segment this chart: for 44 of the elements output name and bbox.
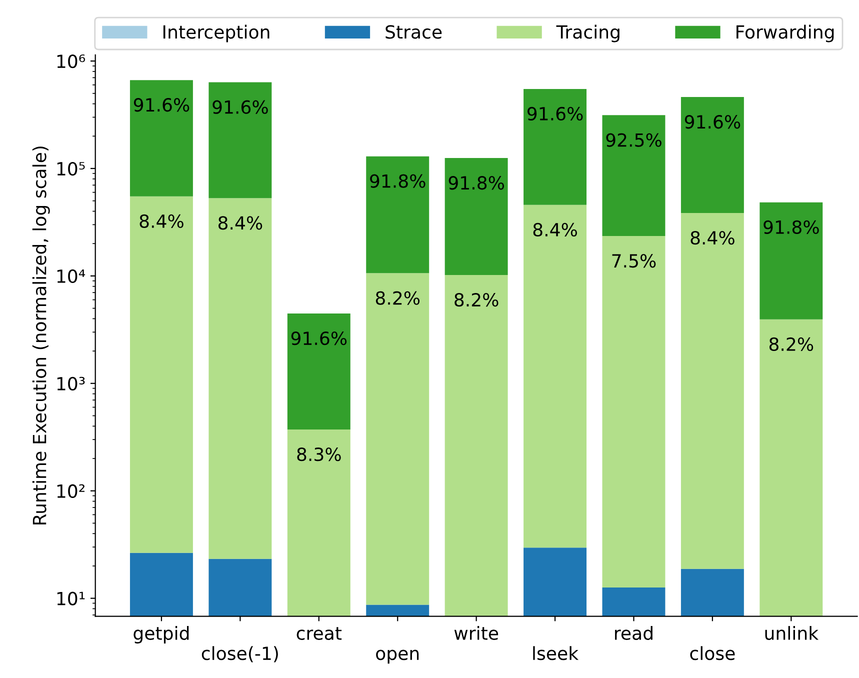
- annotation: 91.6%: [291, 331, 347, 346]
- annotation: 91.6%: [212, 100, 268, 114]
- bar: [602, 115, 666, 236]
- y-tick-label: 10⁵: [57, 162, 85, 176]
- annotation: 92.5%: [606, 133, 662, 147]
- annotation: 8.4%: [218, 216, 262, 230]
- legend-label: Interception: [163, 24, 270, 42]
- legend-label: Strace: [386, 25, 442, 39]
- x-tick-label: lseek: [533, 646, 579, 660]
- annotation: 91.8%: [764, 220, 819, 234]
- annotation: 8.3%: [297, 448, 341, 462]
- legend-label: Forwarding: [736, 24, 834, 42]
- x-tick-label: close(-1): [202, 646, 278, 662]
- bar: [680, 97, 744, 214]
- annotation: 8.4%: [140, 214, 184, 228]
- annotation: 8.2%: [376, 291, 420, 305]
- y-tick-label: 10⁶: [57, 54, 86, 68]
- y-tick-label: 10⁴: [57, 269, 86, 284]
- annotation: 8.4%: [690, 231, 734, 245]
- y-tick-label: 10¹: [57, 592, 85, 606]
- legend-label: Tracing: [556, 24, 620, 42]
- x-tick-label: getpid: [134, 626, 189, 644]
- annotation: 8.2%: [769, 337, 814, 352]
- y-axis-title: Runtime Execution (normalized, log scale): [32, 146, 50, 524]
- y-tick-label: 10³: [57, 376, 85, 391]
- annotation: 91.8%: [370, 174, 426, 188]
- annotation: 91.6%: [527, 106, 583, 121]
- bar: [130, 80, 193, 196]
- x-tick-label: unlink: [765, 626, 819, 640]
- annotation: 91.8%: [448, 176, 504, 190]
- bar: [208, 82, 272, 198]
- bar: [366, 156, 430, 274]
- annotation: 8.4%: [533, 222, 577, 237]
- annotation: 91.6%: [684, 115, 740, 129]
- annotation: 7.5%: [612, 254, 656, 268]
- bar: [524, 88, 587, 205]
- x-tick-label: creat: [296, 627, 342, 640]
- x-tick-label: open: [376, 650, 419, 664]
- x-tick-label: read: [615, 626, 652, 640]
- annotation: 8.2%: [454, 292, 498, 307]
- x-tick-label: close: [690, 646, 735, 660]
- y-tick-label: 10²: [57, 484, 84, 498]
- annotation: 91.6%: [134, 98, 190, 112]
- x-tick-label: write: [454, 626, 498, 640]
